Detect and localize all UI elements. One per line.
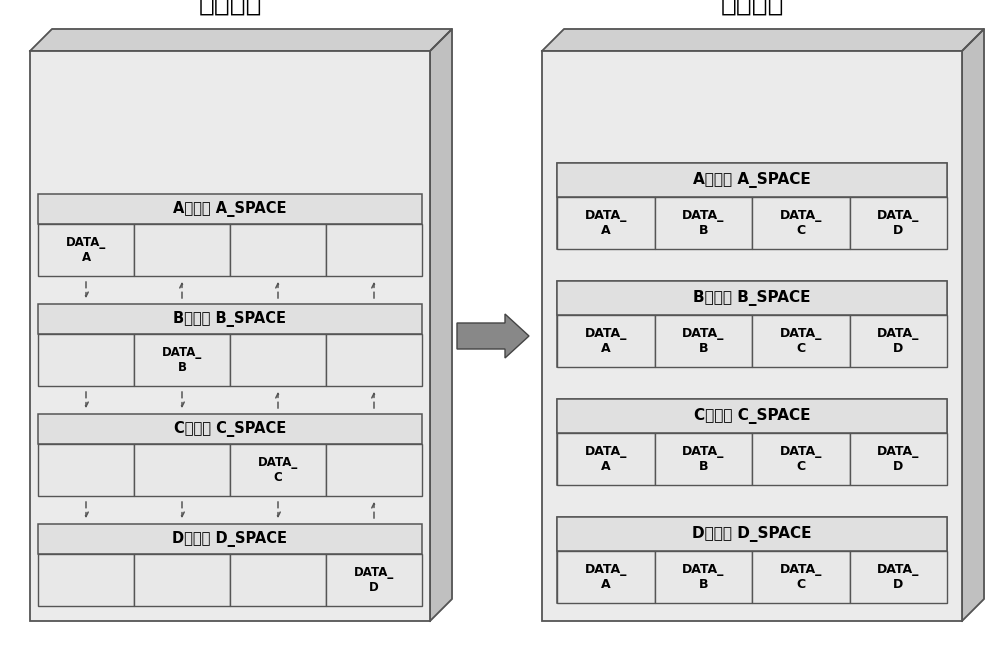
Bar	[752, 315, 850, 367]
Bar	[230, 554, 326, 606]
Bar	[38, 444, 134, 496]
Text: DATA_
A: DATA_ A	[585, 445, 627, 473]
Text: DATA_
A: DATA_ A	[585, 327, 627, 355]
Text: DATA_
D: DATA_ D	[354, 566, 394, 594]
Text: B机区域 B_SPACE: B机区域 B_SPACE	[174, 311, 287, 327]
Bar	[557, 399, 947, 433]
Text: A机区域 A_SPACE: A机区域 A_SPACE	[173, 201, 287, 217]
Bar	[326, 554, 422, 606]
Bar	[230, 334, 326, 386]
Bar	[38, 524, 422, 554]
Text: DATA_
B: DATA_ B	[682, 563, 724, 591]
Bar	[38, 414, 422, 444]
Bar	[134, 444, 230, 496]
Text: DATA_
B: DATA_ B	[682, 445, 724, 473]
Text: DATA_
B: DATA_ B	[682, 327, 724, 355]
Bar	[557, 163, 947, 197]
Text: DATA_
D: DATA_ D	[877, 327, 919, 355]
Bar	[557, 163, 947, 249]
Text: DATA_
C: DATA_ C	[780, 563, 822, 591]
Bar	[850, 433, 947, 485]
Bar	[557, 315, 654, 367]
Bar	[38, 554, 134, 606]
Text: DATA_
D: DATA_ D	[877, 445, 919, 473]
Bar	[557, 281, 947, 315]
Bar	[38, 194, 422, 224]
Text: D机区域 D_SPACE: D机区域 D_SPACE	[692, 526, 812, 542]
Bar	[752, 197, 850, 249]
Polygon shape	[962, 29, 984, 621]
Bar	[30, 51, 430, 621]
Bar	[326, 224, 422, 276]
Text: DATA_
D: DATA_ D	[877, 563, 919, 591]
Text: DATA_
C: DATA_ C	[258, 456, 298, 484]
Bar	[654, 551, 752, 603]
Bar	[557, 517, 947, 603]
Polygon shape	[430, 29, 452, 621]
Bar	[557, 197, 654, 249]
Bar	[38, 224, 134, 276]
Text: DATA_
B: DATA_ B	[162, 346, 202, 374]
Bar	[557, 433, 654, 485]
Text: C机区域 C_SPACE: C机区域 C_SPACE	[174, 421, 286, 437]
Bar	[752, 551, 850, 603]
Text: DATA_
C: DATA_ C	[780, 327, 822, 355]
Text: DATA_
D: DATA_ D	[877, 209, 919, 237]
Bar	[850, 551, 947, 603]
Bar	[654, 315, 752, 367]
Text: DATA_
C: DATA_ C	[780, 209, 822, 237]
Text: DATA_
B: DATA_ B	[682, 209, 724, 237]
Bar	[654, 197, 752, 249]
Text: 共享内存: 共享内存	[720, 0, 784, 17]
Bar	[542, 51, 962, 621]
FancyArrow shape	[457, 314, 529, 358]
Text: DATA_
A: DATA_ A	[66, 236, 106, 264]
Bar	[654, 433, 752, 485]
Bar	[557, 551, 654, 603]
Text: DATA_
A: DATA_ A	[585, 209, 627, 237]
Bar	[326, 444, 422, 496]
Text: DATA_
A: DATA_ A	[585, 563, 627, 591]
Text: A机区域 A_SPACE: A机区域 A_SPACE	[693, 172, 811, 188]
Bar	[134, 554, 230, 606]
Text: 共享内存: 共享内存	[198, 0, 262, 17]
Polygon shape	[542, 29, 984, 51]
Text: B机区域 B_SPACE: B机区域 B_SPACE	[693, 290, 811, 306]
Bar	[557, 517, 947, 551]
Bar	[557, 399, 947, 485]
Bar	[752, 433, 850, 485]
Bar	[557, 281, 947, 367]
Bar	[38, 304, 422, 334]
Bar	[134, 334, 230, 386]
Bar	[38, 334, 134, 386]
Polygon shape	[30, 29, 452, 51]
Text: C机区域 C_SPACE: C机区域 C_SPACE	[694, 408, 810, 424]
Text: DATA_
C: DATA_ C	[780, 445, 822, 473]
Bar	[230, 224, 326, 276]
Bar	[326, 334, 422, 386]
Bar	[230, 444, 326, 496]
Bar	[850, 197, 947, 249]
Bar	[850, 315, 947, 367]
Bar	[134, 224, 230, 276]
Text: D机区域 D_SPACE: D机区域 D_SPACE	[172, 531, 288, 547]
